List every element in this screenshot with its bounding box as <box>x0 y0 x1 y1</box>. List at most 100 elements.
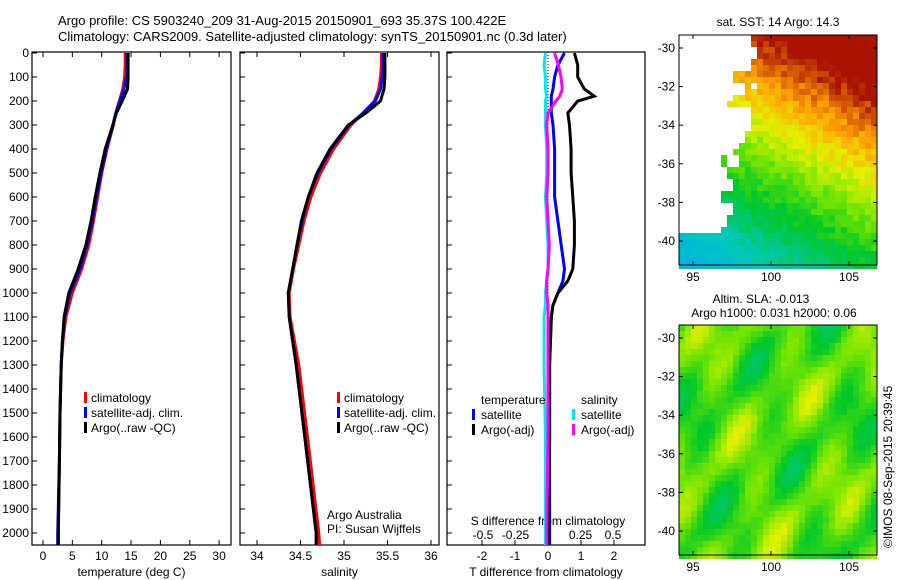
map-cell <box>829 397 835 403</box>
map-cell <box>817 511 823 517</box>
map-cell <box>865 523 871 529</box>
map-cell <box>847 77 853 83</box>
map-cell <box>769 131 775 137</box>
map-cell <box>703 251 709 257</box>
profile-line-satellite-adj-clim- <box>286 53 385 545</box>
map-cell <box>721 463 727 469</box>
map-cell <box>745 149 751 155</box>
map-cell <box>721 263 727 269</box>
map-cell <box>769 107 775 113</box>
map-cell <box>715 463 721 469</box>
map-cell <box>859 553 865 559</box>
map-cell <box>679 337 685 343</box>
map-cell <box>811 421 817 427</box>
map-cell <box>847 457 853 463</box>
map-cell <box>709 361 715 367</box>
map-cell <box>853 337 859 343</box>
map-cell <box>733 487 739 493</box>
map-cell <box>763 257 769 263</box>
map-cell <box>727 197 733 203</box>
map-cell <box>751 529 757 535</box>
map-cell <box>685 463 691 469</box>
depth-tick-label: 2000 <box>2 526 29 540</box>
map-cell <box>871 203 877 209</box>
map-cell <box>859 511 865 517</box>
map-cell <box>805 445 811 451</box>
map-cell <box>775 457 781 463</box>
map-cell <box>739 197 745 203</box>
map-cell <box>853 553 859 559</box>
map-cell <box>799 331 805 337</box>
map-cell <box>853 469 859 475</box>
map-cell <box>787 499 793 505</box>
map-cell <box>727 263 733 269</box>
map-cell <box>823 457 829 463</box>
map-cell <box>757 161 763 167</box>
map-cell <box>703 361 709 367</box>
map-cell <box>691 445 697 451</box>
map-cell <box>721 337 727 343</box>
map-cell <box>739 263 745 269</box>
map-cell <box>787 535 793 541</box>
map-cell <box>751 263 757 269</box>
map-cell <box>865 439 871 445</box>
map-cell <box>871 137 877 143</box>
map-cell <box>847 493 853 499</box>
map-cell <box>679 445 685 451</box>
map-cell <box>709 233 715 239</box>
map-cell <box>817 361 823 367</box>
map-cell <box>763 227 769 233</box>
map-cell <box>871 35 877 41</box>
map-cell <box>787 343 793 349</box>
map-cell <box>781 349 787 355</box>
map-cell <box>847 385 853 391</box>
map-cell <box>847 535 853 541</box>
map-cell <box>769 221 775 227</box>
map-cell <box>685 233 691 239</box>
map-cell <box>733 361 739 367</box>
map-cell <box>745 385 751 391</box>
map-cell <box>691 523 697 529</box>
map-cell <box>817 433 823 439</box>
map-cell <box>859 475 865 481</box>
map-cell <box>811 143 817 149</box>
map-cell <box>775 469 781 475</box>
map-cell <box>697 487 703 493</box>
map-cell <box>703 367 709 373</box>
map-cell <box>847 445 853 451</box>
map-cell <box>817 179 823 185</box>
map-cell <box>811 167 817 173</box>
map-cell <box>739 325 745 331</box>
map-cell <box>763 445 769 451</box>
depth-tick-label: 200 <box>9 94 29 108</box>
map-cell <box>763 263 769 269</box>
map-cell <box>721 553 727 559</box>
map-cell <box>793 203 799 209</box>
map-cell <box>763 41 769 47</box>
map-cell <box>775 185 781 191</box>
map-cell <box>757 35 763 41</box>
map-cell <box>703 433 709 439</box>
map-cell <box>871 191 877 197</box>
map-cell <box>763 191 769 197</box>
map-cell <box>847 415 853 421</box>
map-cell <box>829 131 835 137</box>
map-cell <box>847 409 853 415</box>
map-cell <box>853 131 859 137</box>
map-cell <box>721 257 727 263</box>
map-cell <box>739 343 745 349</box>
map-cell <box>775 499 781 505</box>
map-cell <box>715 233 721 239</box>
map-cell <box>757 65 763 71</box>
map-cell <box>793 505 799 511</box>
map-cell <box>775 403 781 409</box>
map-cell <box>811 433 817 439</box>
map-cell <box>715 331 721 337</box>
map-cell <box>871 125 877 131</box>
map-cell <box>859 227 865 233</box>
map-cell <box>865 511 871 517</box>
x-tick-label: 0 <box>545 549 552 563</box>
map-cell <box>835 463 841 469</box>
map-cell <box>823 349 829 355</box>
map-cell <box>811 457 817 463</box>
